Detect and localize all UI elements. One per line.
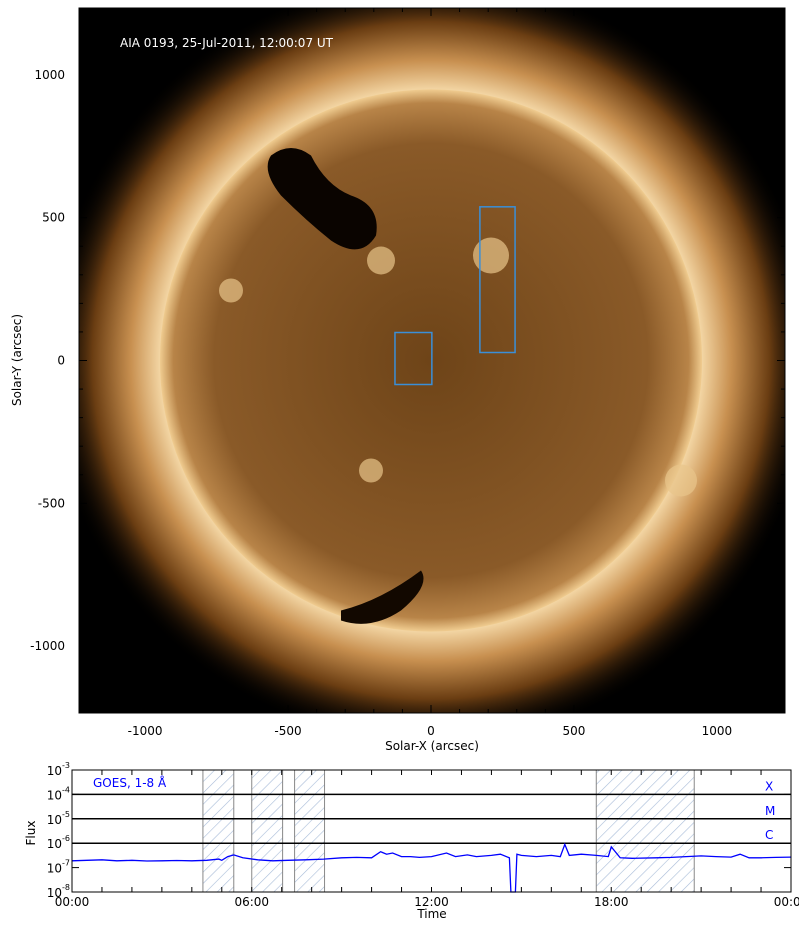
flux-tick-exponent: -4 [62,785,70,794]
disk-features [218,148,697,624]
flux-tick-label: 10 [47,764,62,778]
active-region [218,278,243,303]
y-tick-label: -1000 [30,639,65,653]
shaded-interval [202,769,235,893]
coronal-hole [340,570,424,624]
time-tick-label: 18:00 [594,895,629,909]
flux-tick-exponent: -6 [62,834,70,843]
flux-tick-label: 10 [47,788,62,802]
x-tick-label: 0 [427,724,435,738]
time-tick-label: 06:00 [234,895,269,909]
time-tick-label: 00:00 [55,895,90,909]
flux-tick-label: 10 [47,886,62,900]
shaded-interval [251,769,284,893]
flux-tick-exponent: -8 [62,883,70,892]
flare-class-label: X [765,779,773,793]
region-box [394,331,433,386]
y-tick-label: -500 [38,496,65,510]
aia-image-panel: AIA 0193, 25-Jul-2011, 12:00:07 UT -1000… [10,7,786,753]
goes-flux-line [71,842,792,893]
flux-tick-exponent: -5 [62,810,70,819]
flux-tick-exponent: -3 [62,761,70,770]
region-box [479,206,516,354]
y-axis-label: Solar-Y (arcsec) [10,314,24,406]
flux-axis-label: Flux [24,821,38,846]
legend-label: GOES, 1-8 Å [93,775,167,790]
time-tick-label: 12:00 [414,895,449,909]
flux-tick-label: 10 [47,813,62,827]
active-region [472,237,509,274]
active-region [664,464,697,497]
flare-class-label: M [765,804,775,818]
y-tick-label: 0 [57,354,65,368]
y-tick-label: 500 [42,211,65,225]
active-region [358,458,383,483]
flux-tick-label: 10 [47,837,62,851]
shaded-interval [595,769,695,893]
image-title: AIA 0193, 25-Jul-2011, 12:00:07 UT [120,36,334,50]
x-tick-label: 500 [563,724,586,738]
shaded-interval [294,769,326,893]
goes-panel: XMC 00:0006:0012:0018:0000:0010-810-710-… [24,761,799,921]
x-tick-label: 1000 [702,724,733,738]
time-tick-label: 00:00 [774,895,799,909]
active-region [366,246,395,275]
x-tick-label: -1000 [128,724,163,738]
x-axis-label: Solar-X (arcsec) [385,739,479,753]
solar-disk [159,89,703,632]
time-axis-label: Time [416,907,446,921]
flare-class-label: C [765,828,773,842]
coronal-hole [267,148,377,250]
flux-tick-label: 10 [47,862,62,876]
flux-tick-exponent: -7 [62,859,70,868]
y-tick-label: 1000 [34,68,65,82]
x-tick-label: -500 [274,724,301,738]
